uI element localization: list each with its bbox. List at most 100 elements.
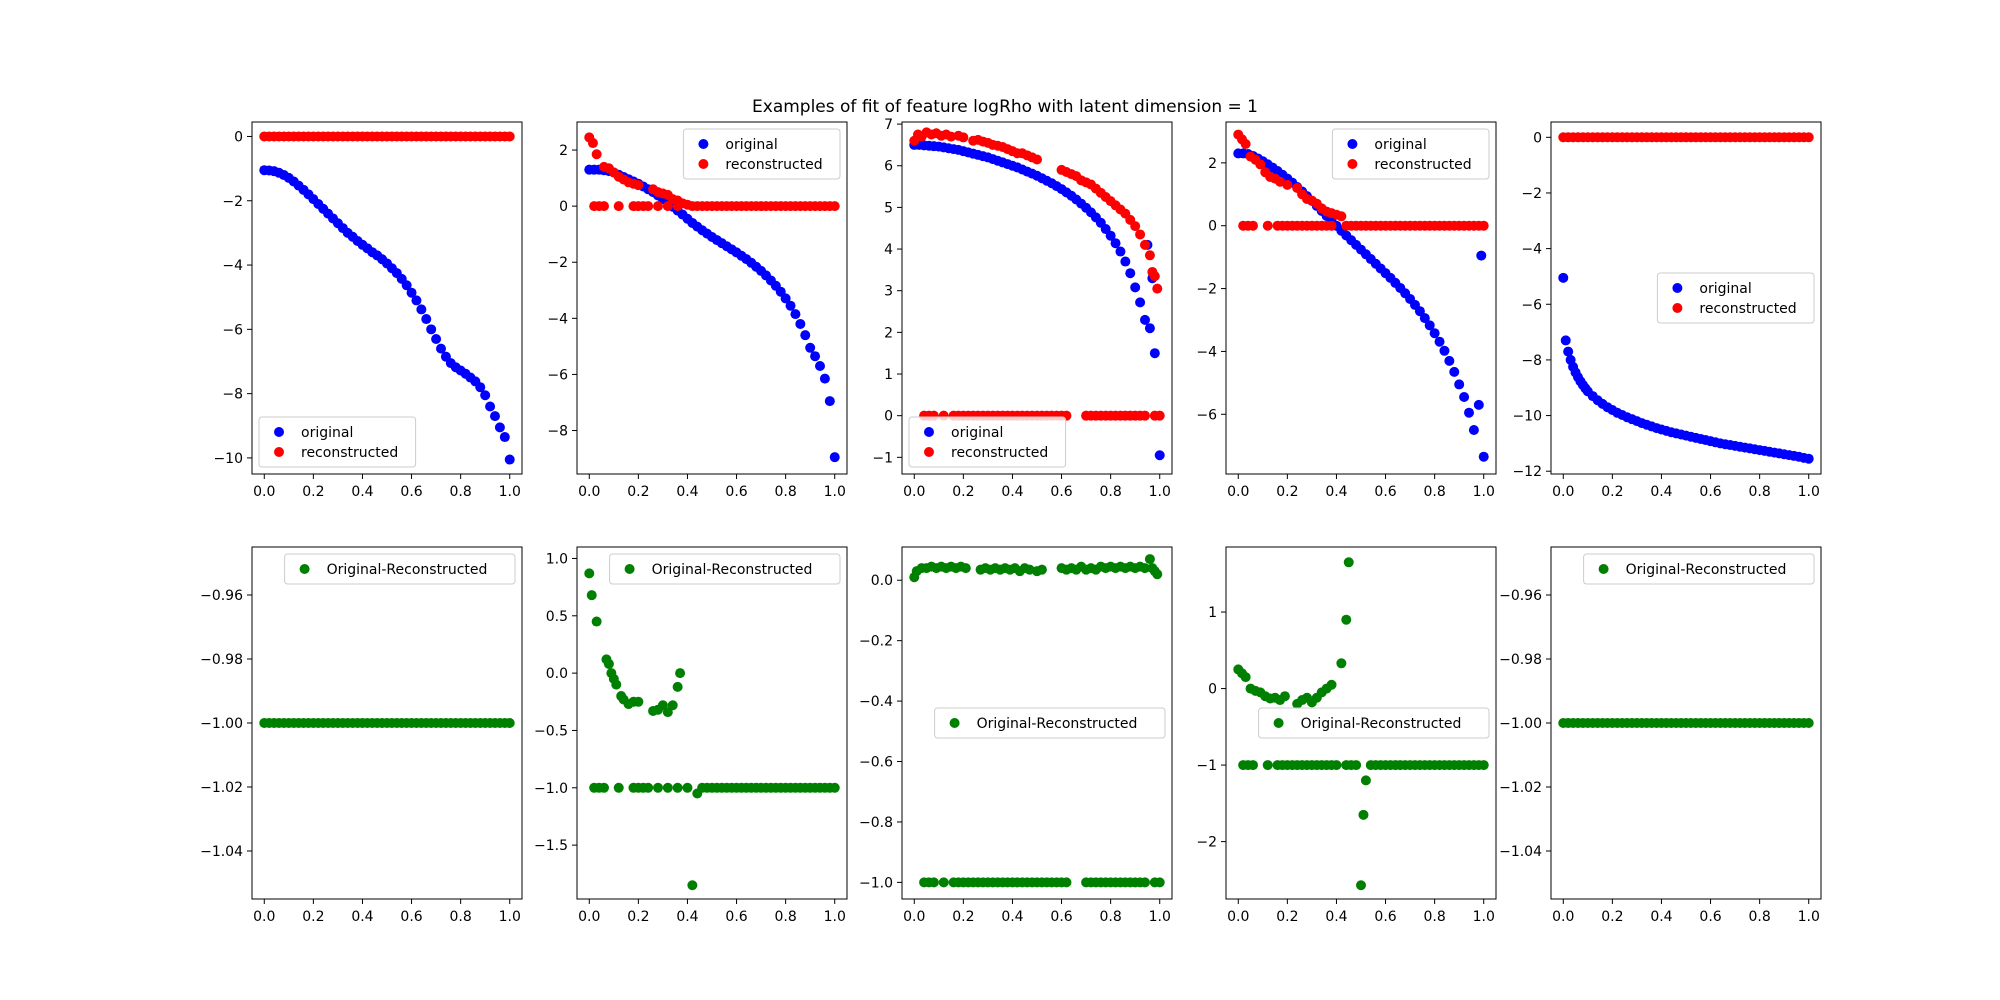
data-point [1454,379,1465,390]
data-point [504,718,515,728]
axes-frame [251,121,523,475]
data-point [819,373,830,384]
data-point [1343,557,1354,568]
data-point [829,201,840,212]
data-point [1240,672,1251,683]
x-tick-label: 0.2 [1276,909,1298,925]
y-tick-label: −12 [1512,464,1542,480]
data-point [613,782,624,793]
data-point [480,390,491,401]
subplot-bottom-1: 0.0 0.2 0.4 0.6 0.8 1.0 −0.96 −0.98 −1.00 −1.02 −1… [200,546,523,925]
data-point [810,351,821,362]
y-tick-label: −2 [1196,835,1217,851]
data-point [653,201,663,212]
y-tick-label: −0.98 [200,652,243,668]
legend-marker [924,427,934,437]
y-tick-label: −1.00 [1499,716,1542,732]
data-point [960,563,971,574]
data-point [785,300,796,311]
legend-box [1258,707,1490,739]
series-1 [909,139,1165,461]
data-point [1459,392,1470,402]
x-tick-label: 0.8 [1100,484,1122,500]
data-point [672,201,683,212]
data-point [1152,569,1163,580]
legend: original reconstructed [682,128,841,180]
data-point [1336,211,1347,222]
y-tick-label: 1.0 [546,551,568,567]
data-point [824,396,835,407]
data-point [1434,336,1445,347]
data-point [1144,250,1155,261]
y-tick-label: −4 [1521,242,1542,258]
legend-label: original [951,425,1003,441]
data-point [1476,250,1487,261]
y-tick-label: −6 [222,322,243,338]
series-1 [584,568,840,891]
x-tick-label: 0.0 [1552,484,1574,500]
legend: original reconstructed [1331,128,1490,180]
x-tick-label: 1.0 [1798,909,1820,925]
x-tick-label: 0.2 [952,484,974,500]
x-tick-label: 0.8 [450,909,472,925]
series-2 [1233,129,1489,231]
y-tick-label: −1 [1196,758,1217,774]
data-point [1803,132,1814,143]
legend-label: original [1699,281,1751,297]
y-tick-label: −0.8 [859,815,893,831]
axes-layer: 0.0 0.2 0.4 0.6 0.8 1.0 0 −2 −4 −6 −8 −1 0 originalre… [200,117,1822,925]
data-point [1439,345,1450,356]
x-tick-label: 0.2 [627,484,649,500]
data-point [1262,760,1273,771]
data-point [1414,306,1425,317]
data-point [1336,658,1347,669]
legend: Original-Reconstructed [934,707,1166,739]
data-point [1135,297,1146,308]
y-tick-label: 0 [1208,682,1217,698]
subplot-bottom-5: 0.0 0.2 0.4 0.6 0.8 1.0 −0.96 −0.98 −1.00 −1.02 −1… [1499,546,1822,925]
legend-marker [1273,718,1284,728]
data-point [1248,760,1258,771]
data-point [829,782,840,793]
data-point [1419,313,1430,324]
data-point [421,314,432,325]
data-point [780,293,791,304]
x-tick-label: 0.2 [952,909,974,925]
x-tick-label: 0.0 [1227,909,1249,925]
y-tick-label: −4 [547,311,568,327]
x-tick-label: 0.0 [903,909,925,925]
y-tick-label: 0 [1533,130,1542,146]
x-tick-label: 0.8 [450,484,472,500]
subplot-top-3: 0.0 0.2 0.4 0.6 0.8 1.0 7 6 5 4 3 2 1 0 −1 original reco… [872,117,1173,500]
subplot-top-2: 0.0 0.2 0.4 0.6 0.8 1.0 2 0 −2 −4 −6 −8 original reco… [547,121,848,500]
x-tick-label: 0.4 [1650,909,1672,925]
y-tick-label: −1.5 [534,838,568,854]
subplot-bottom-4: 0.0 0.2 0.4 0.6 0.8 1.0 1 0 −1 −2 Original-Reconst… [1196,546,1497,925]
x-tick-label: 0.2 [1276,484,1298,500]
y-tick-label: −2 [222,194,243,210]
data-point [662,201,673,212]
x-tick-label: 0.0 [253,909,275,925]
series-1 [1558,272,1814,464]
data-point [1149,348,1160,359]
data-point [494,422,505,433]
x-tick-label: 0.6 [1374,484,1396,500]
axes-frame [1225,121,1497,475]
legend-marker [274,447,284,457]
legend-marker [1672,303,1683,313]
legend-box [258,416,417,468]
series-1 [259,718,515,728]
x-tick-label: 0.6 [400,909,422,925]
x-tick-label: 1.0 [1798,484,1820,500]
y-tick-label: −0.6 [859,755,893,771]
legend: Original-Reconstructed [1583,553,1815,585]
y-tick-label: −1.0 [534,781,568,797]
y-tick-label: −2 [1521,186,1542,202]
y-tick-label: −8 [1521,353,1542,369]
data-point [1429,328,1440,339]
y-tick-label: 0 [884,409,893,425]
data-point [1140,563,1150,574]
x-tick-label: 0.2 [302,484,324,500]
x-tick-label: 1.0 [1149,484,1171,500]
data-point [475,382,486,393]
